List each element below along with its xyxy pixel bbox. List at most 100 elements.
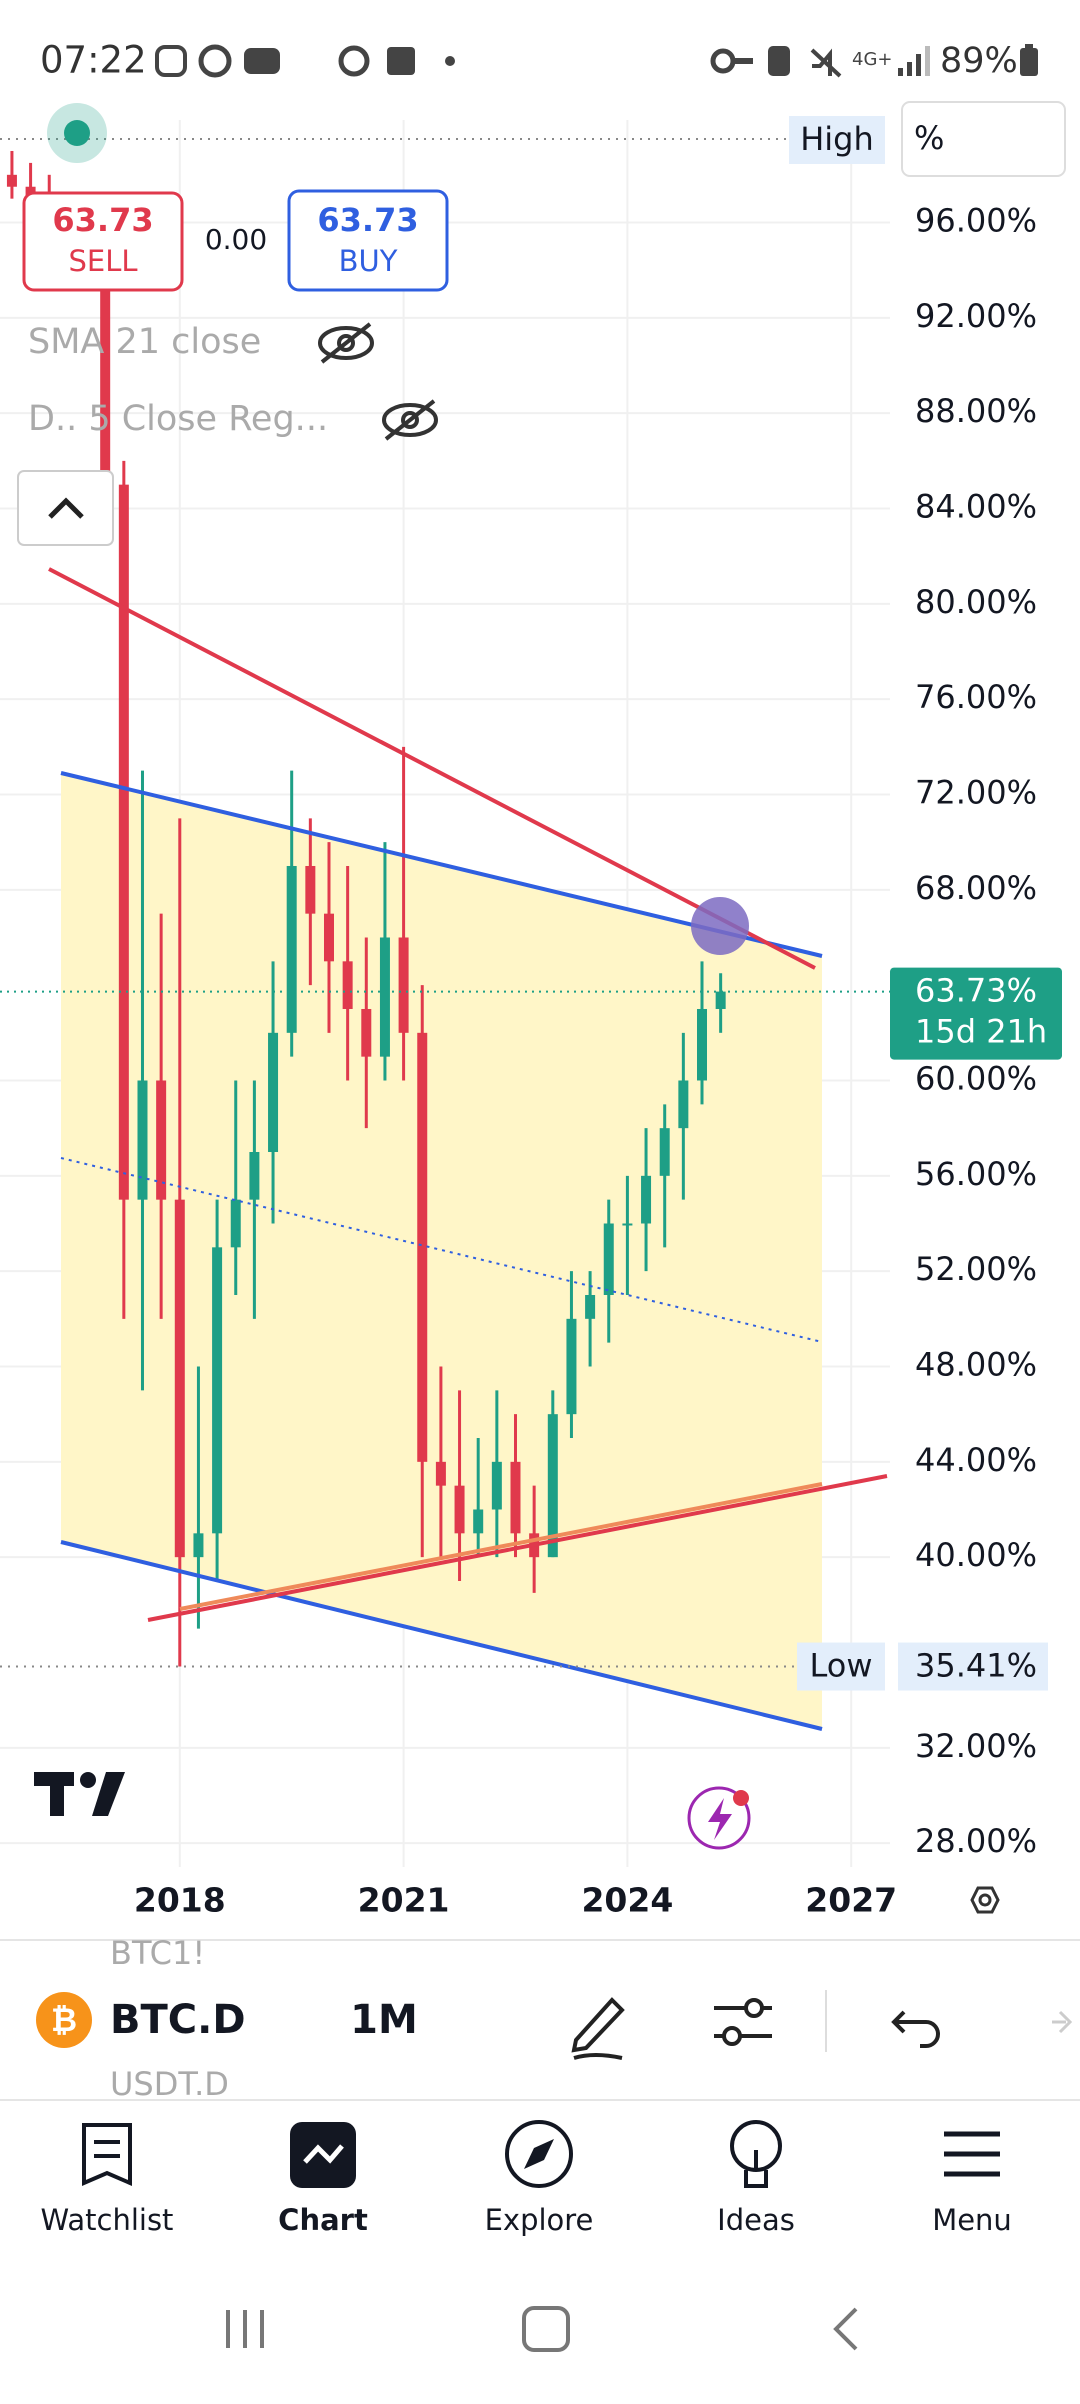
indicator-legend[interactable]: SMA 21 close <box>28 322 261 362</box>
hide-icon[interactable] <box>318 322 374 364</box>
btc-icon <box>36 1992 92 2048</box>
candle-body <box>641 1175 652 1224</box>
y-tick-label: 44.00% <box>915 1441 1037 1479</box>
buy-price[interactable]: 63.73 <box>317 201 418 239</box>
channel-fill <box>61 773 822 1729</box>
candle-body <box>100 246 111 485</box>
y-tick-label: 72.00% <box>915 773 1037 811</box>
interval[interactable]: 1M <box>350 1997 418 2043</box>
indicator-legend[interactable]: D.. 5 Close Reg... <box>28 399 328 439</box>
buy-button[interactable] <box>287 189 449 292</box>
settings-icon-center[interactable] <box>978 1893 992 1907</box>
support-line-inside <box>179 1482 823 1611</box>
nav-label[interactable]: Explore <box>485 2203 594 2237</box>
redo[interactable] <box>1052 2010 1073 2034</box>
countdown: 15d 21h <box>915 1013 1047 1051</box>
nav-icon-glyph[interactable] <box>524 2139 554 2169</box>
system-nav[interactable] <box>226 2306 858 2352</box>
btc-glyph: ₿ <box>51 2001 77 2039</box>
status-time: 07:22 <box>40 39 147 82</box>
nav-label[interactable]: Watchlist <box>41 2203 174 2237</box>
x-tick-label: 2021 <box>358 1881 450 1920</box>
y-tick-label: 96.00% <box>915 201 1037 239</box>
intersection-marker <box>691 897 749 955</box>
y-tick-label: 92.00% <box>915 297 1037 335</box>
candle-body <box>473 1509 484 1534</box>
y-tick-label: 80.00% <box>915 583 1037 621</box>
y-tick-label: 88.00% <box>915 392 1037 430</box>
nav-icon[interactable] <box>944 2131 1000 2177</box>
sell-button[interactable] <box>22 191 184 292</box>
candle-body <box>6 174 17 187</box>
y-tick-label: 32.00% <box>915 1727 1037 1765</box>
bottom-bg <box>0 2098 1080 2400</box>
y-tick-label: 48.00% <box>915 1345 1037 1383</box>
low-price-label: 35.41% <box>915 1647 1037 1685</box>
settings-icon[interactable] <box>970 1886 1000 1914</box>
candle-body <box>361 1008 372 1057</box>
support-line <box>147 1474 888 1622</box>
nav-icon[interactable] <box>730 2120 782 2188</box>
tv-logo <box>34 1772 125 1816</box>
candle-body <box>118 484 129 1200</box>
y-tick-label: 84.00% <box>915 487 1037 525</box>
notification-dot <box>733 1790 749 1806</box>
nav-icon[interactable] <box>82 2123 132 2187</box>
x-tick-label: 2024 <box>581 1881 673 1920</box>
symbol[interactable]: BTC.D <box>110 1997 246 2043</box>
channel-bottom <box>60 1540 823 1731</box>
y-tick-label: 76.00% <box>915 678 1037 716</box>
channel-mid <box>60 1157 823 1343</box>
sell-label[interactable]: SELL <box>68 244 137 278</box>
nav-icon-glyph[interactable] <box>303 2144 344 2164</box>
collapse-button[interactable] <box>17 470 114 546</box>
candle-body <box>622 1223 633 1226</box>
candle-body <box>417 1032 428 1462</box>
draw-tool[interactable] <box>571 1997 625 2060</box>
nav-label[interactable]: Menu <box>932 2203 1012 2237</box>
nav-icon[interactable] <box>505 2120 573 2188</box>
candle-body <box>212 1247 223 1534</box>
y-tick-label: 60.00% <box>915 1059 1037 1097</box>
lightning[interactable] <box>708 1798 732 1840</box>
nav-label[interactable]: Chart <box>278 2203 368 2237</box>
unit-label[interactable]: % <box>914 119 944 157</box>
sell-price[interactable]: 63.73 <box>52 201 153 239</box>
next-symbol[interactable]: USDT.D <box>110 2065 229 2103</box>
candle-body <box>230 1199 241 1248</box>
last-price-tag <box>890 967 1062 1060</box>
candle-body <box>193 1533 204 1558</box>
x-tick-label: 2027 <box>805 1881 897 1920</box>
undo[interactable] <box>891 2010 940 2048</box>
resistance-line <box>48 567 816 970</box>
candle-body <box>678 1080 689 1129</box>
price-axis: 96.00% 92.00% 88.00% 84.00% 80.00% 76.00% 72.0… <box>0 201 1062 1920</box>
high-tag <box>789 116 885 164</box>
candle-body <box>491 1461 502 1510</box>
hide-icon[interactable] <box>382 399 438 441</box>
candle-body <box>249 1151 260 1200</box>
unit-box[interactable] <box>901 101 1066 177</box>
settings-tool[interactable] <box>714 1998 772 2046</box>
status-icons: 4G+ <box>155 44 1038 78</box>
y-tick-label: 56.00% <box>915 1155 1037 1193</box>
candle-body <box>659 1128 670 1176</box>
x-tick-label: 2018 <box>134 1881 226 1920</box>
low-tag <box>797 1642 885 1691</box>
candle-body <box>305 865 316 914</box>
prev-symbol[interactable]: BTC1! <box>110 1934 205 1972</box>
nav-label[interactable]: Ideas <box>717 2203 795 2237</box>
y-tick-label: 28.00% <box>915 1822 1037 1860</box>
low-price-tag <box>898 1642 1048 1691</box>
drawings <box>61 773 822 1729</box>
live-dot <box>64 120 90 146</box>
candle-body <box>268 1032 279 1152</box>
candle-body <box>715 991 726 1009</box>
buy-label[interactable]: BUY <box>339 244 398 278</box>
candle-body <box>547 1414 558 1558</box>
candle-body <box>323 913 334 962</box>
y-tick-label: 40.00% <box>915 1536 1037 1574</box>
status-battery: 89% <box>940 41 1018 81</box>
chevron-up[interactable] <box>48 497 84 519</box>
